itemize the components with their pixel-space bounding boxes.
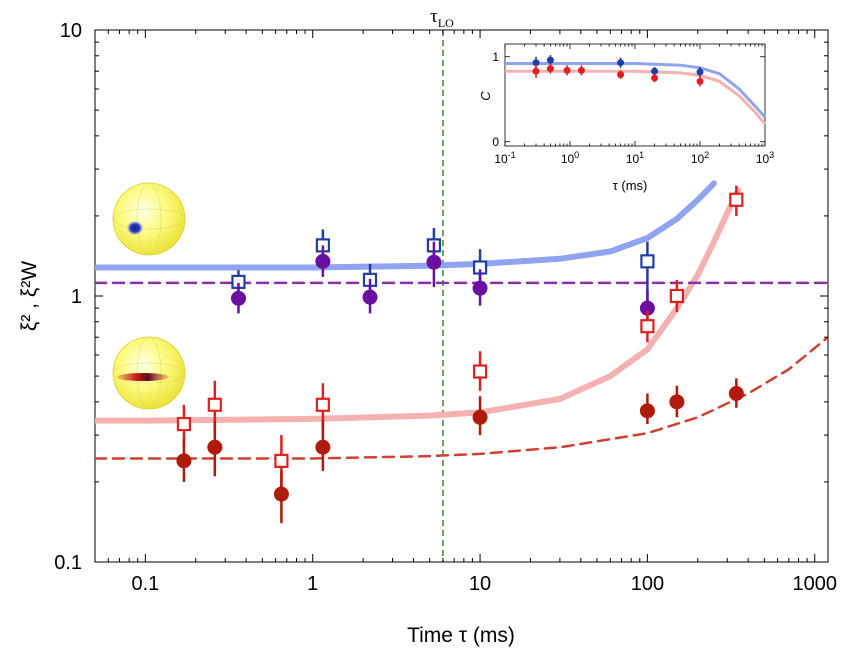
inset-x-tick-label: 102 xyxy=(691,150,709,166)
red-open-squares-point xyxy=(669,288,684,304)
inset-x-tick-exponent: -1 xyxy=(508,150,516,160)
inset-blue-point xyxy=(546,56,554,64)
red-open-squares-point xyxy=(729,192,744,207)
inset-x-tick-label: 100 xyxy=(561,150,579,166)
red-filled-circles-point xyxy=(273,486,289,502)
y-axis-label: ξ² , ξ²W xyxy=(18,261,41,331)
inset-red-point xyxy=(532,67,540,75)
inset-x-tick-label: 101 xyxy=(626,150,644,166)
red-open-squares-point xyxy=(176,416,192,432)
inset-red-point xyxy=(696,77,704,85)
x-tick-label: 10 xyxy=(469,573,491,595)
inset-x-tick-base: 10 xyxy=(756,152,770,166)
inset-frame xyxy=(504,43,766,147)
purple-filled-circles-point xyxy=(315,253,331,269)
y-tick-label: 1 xyxy=(71,286,82,308)
purple-filled-circles-point xyxy=(639,300,655,316)
purple-filled-circles-point xyxy=(230,290,246,306)
inset-y-axis-label: C xyxy=(478,91,493,101)
y-tick-label: 10 xyxy=(60,20,82,42)
inset-x-tick-exponent: 3 xyxy=(769,150,774,160)
inset-y-tick-label: 1 xyxy=(492,50,499,64)
x-tick-label: 1 xyxy=(307,573,318,595)
x-tick-label: 0.1 xyxy=(131,573,159,595)
red-open-squares-point xyxy=(274,453,289,468)
red-filled-circles-point xyxy=(728,385,744,401)
red-open-squares-point xyxy=(207,397,222,412)
tau-lo-subscript: LO xyxy=(438,16,454,30)
inset-x-tick-label: 10-1 xyxy=(494,150,515,166)
inset-red-point xyxy=(546,65,554,73)
red-filled-circles-point xyxy=(639,403,655,419)
purple-filled-circles-point xyxy=(472,280,488,296)
inset-x-tick-exponent: 2 xyxy=(704,150,709,160)
tau-lo-symbol: τ xyxy=(430,6,438,27)
red-theory-line xyxy=(95,187,742,424)
inset-x-tick-label: 103 xyxy=(756,150,774,166)
inset-x-tick-exponent: 1 xyxy=(639,150,644,160)
blue-theory-line xyxy=(95,180,717,271)
purple-filled-circles-point xyxy=(426,254,442,270)
inset-red-point xyxy=(563,66,571,74)
red-filled-circles-point xyxy=(669,394,685,410)
y-tick-label: 0.1 xyxy=(54,552,82,574)
inset-blue-point xyxy=(651,67,659,75)
red-open-squares-point xyxy=(472,364,488,379)
tau-lo-label: τLO xyxy=(430,6,454,30)
inset-red-point xyxy=(577,66,585,74)
x-tick-label: 100 xyxy=(631,573,664,595)
inset-y-tick-label: 0 xyxy=(492,135,499,149)
blue-open-squares-point xyxy=(640,254,655,269)
red-open-squares-point xyxy=(315,397,330,412)
x-axis-label: Time τ (ms) xyxy=(407,624,515,647)
inset-x-tick-base: 10 xyxy=(626,152,640,166)
red-filled-circles-point xyxy=(176,453,192,469)
inset-blue-point xyxy=(617,59,625,67)
inset-x-tick-base: 10 xyxy=(494,152,508,166)
inset-x-axis-label: τ (ms) xyxy=(613,178,648,193)
inset-red-point xyxy=(617,71,625,79)
bloch-sphere-blue-spot-image xyxy=(112,182,186,256)
inset-blue-point xyxy=(532,59,540,67)
red-filled-circles-point xyxy=(315,439,331,455)
purple-filled-circles-point xyxy=(362,289,378,305)
red-open-squares-point xyxy=(640,319,655,334)
inset-x-tick-exponent: 0 xyxy=(574,150,579,160)
inset-x-tick-base: 10 xyxy=(691,152,705,166)
red-filled-circles-point xyxy=(472,409,488,425)
inset-x-tick-base: 10 xyxy=(561,152,575,166)
inset-red-point xyxy=(651,74,659,82)
x-tick-label: 1000 xyxy=(792,573,837,595)
red-dashed-line xyxy=(95,335,828,460)
bloch-sphere-red-squeezed-image xyxy=(112,336,186,410)
red-filled-circles-point xyxy=(207,439,223,455)
inset-blue-point xyxy=(696,68,704,76)
